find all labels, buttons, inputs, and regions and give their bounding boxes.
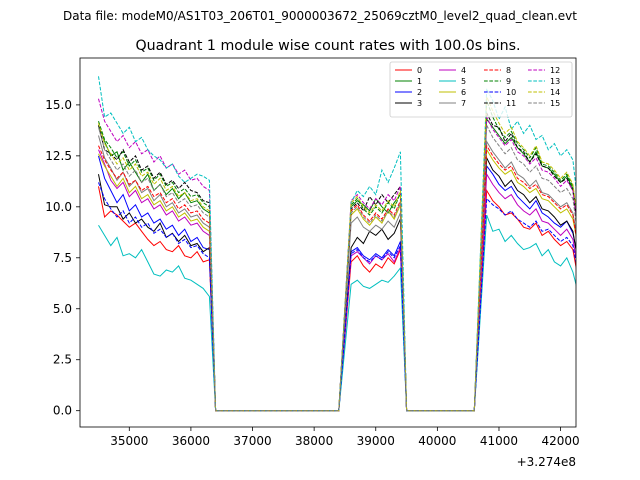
- legend-label-15: 15: [550, 99, 560, 108]
- series-line-9: [98, 100, 576, 412]
- legend-label-14: 14: [550, 88, 560, 97]
- legend-label-4: 4: [461, 66, 466, 75]
- suptitle: Data file: modeM0/AS1T03_206T01_90000036…: [63, 9, 577, 23]
- x-axis: 35000 36000 37000 38000 39000 40000 41000 42000: [110, 427, 580, 448]
- legend-label-6: 6: [461, 88, 466, 97]
- chart-title: Quadrant 1 module wise count rates with …: [135, 38, 520, 54]
- x-offset-label: +3.274e8: [517, 455, 576, 469]
- series-line-3: [98, 155, 576, 412]
- legend-label-8: 8: [506, 66, 511, 75]
- x-tick-label: 39000: [357, 434, 395, 448]
- series-line-7: [98, 135, 576, 412]
- y-tick-label: 0.0: [53, 404, 72, 418]
- series-layer: [98, 76, 576, 412]
- legend-label-3: 3: [417, 99, 422, 108]
- x-tick-label: 38000: [295, 434, 333, 448]
- x-tick-label: 40000: [418, 434, 456, 448]
- x-tick-label: 36000: [172, 434, 210, 448]
- legend-frame: [389, 61, 573, 118]
- legend-label-13: 13: [550, 77, 560, 86]
- plot-area: 35000 36000 37000 38000 39000 40000 41000 42000…: [45, 57, 580, 469]
- series-line-0: [98, 186, 576, 412]
- x-tick-label: 41000: [480, 434, 518, 448]
- series-line-15: [98, 123, 576, 412]
- series-line-1: [98, 117, 576, 412]
- series-line-11: [98, 112, 576, 412]
- legend-label-10: 10: [506, 88, 516, 97]
- legend-label-12: 12: [550, 66, 560, 75]
- x-tick-label: 35000: [110, 434, 148, 448]
- legend-label-2: 2: [417, 88, 422, 97]
- y-tick-label: 7.5: [53, 251, 72, 265]
- axes-frame: [79, 57, 577, 428]
- y-tick-label: 15.0: [45, 98, 72, 112]
- series-line-5: [98, 214, 576, 412]
- y-axis: 0.0 2.5 5.0 7.5 10.0 12.5 15.0: [45, 98, 80, 418]
- y-tick-label: 10.0: [45, 200, 72, 214]
- series-line-10: [98, 182, 576, 412]
- legend-label-9: 9: [506, 77, 511, 86]
- y-tick-label: 12.5: [45, 149, 72, 163]
- series-line-8: [98, 144, 576, 412]
- legend-label-5: 5: [461, 77, 466, 86]
- x-tick-label: 42000: [542, 434, 580, 448]
- legend-label-0: 0: [417, 66, 422, 75]
- y-tick-label: 5.0: [53, 302, 72, 316]
- x-tick-label: 37000: [233, 434, 271, 448]
- series-line-13: [98, 76, 576, 412]
- y-tick-label: 2.5: [53, 353, 72, 367]
- legend-label-7: 7: [461, 99, 466, 108]
- series-line-12: [98, 98, 576, 412]
- legend-label-1: 1: [417, 77, 422, 86]
- legend-label-11: 11: [506, 99, 516, 108]
